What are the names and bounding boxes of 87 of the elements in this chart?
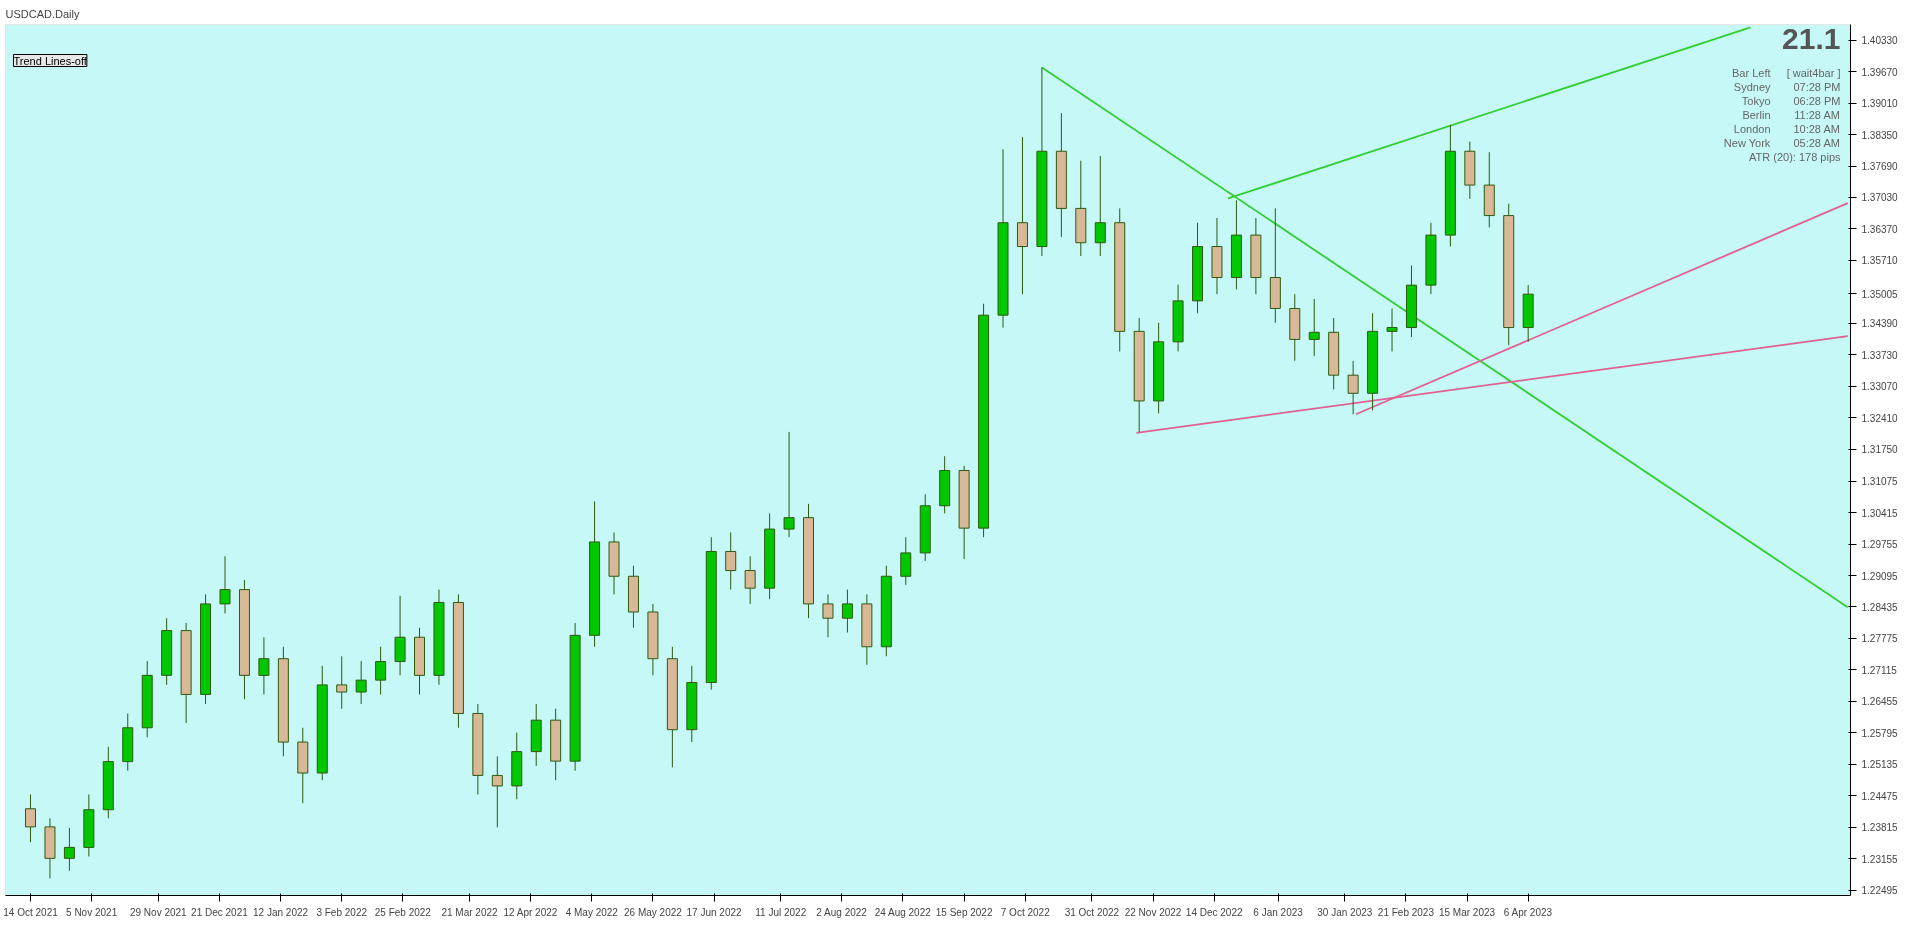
annotation: 06:28 PM [1793, 94, 1841, 107]
candlestick [63, 827, 75, 872]
y-tick-label: 1.29095 [1861, 570, 1899, 582]
y-tick-label: 1.34390 [1861, 318, 1899, 330]
x-tick-label: 6 Jan 2023 [1253, 906, 1304, 918]
candlestick [783, 431, 795, 538]
candlestick [1016, 136, 1028, 295]
x-tick-label: 2 Aug 2022 [816, 906, 868, 918]
y-tick-label: 1.23815 [1861, 822, 1899, 834]
candlestick [841, 589, 853, 633]
candlestick [900, 536, 912, 586]
y-tick-label: 1.33070 [1861, 381, 1899, 393]
x-tick-label: 26 May 2022 [624, 906, 683, 918]
x-tick-label: 3 Feb 2022 [316, 906, 368, 918]
annotation: Tokyo [1741, 94, 1771, 107]
y-tick-label: 1.23155 [1861, 853, 1899, 865]
x-tick-label: 25 Feb 2022 [374, 906, 432, 918]
y-tick-label: 1.31750 [1861, 444, 1899, 456]
candlestick [1094, 155, 1106, 257]
y-tick-label: 1.35005 [1861, 288, 1899, 300]
y-tick-label: 1.27115 [1861, 664, 1898, 676]
x-tick-label: 5 Nov 2021 [66, 906, 118, 918]
annotation: [ wait4bar ] [1786, 66, 1841, 79]
y-tick-label: 1.38350 [1861, 129, 1899, 141]
candlestick [375, 646, 387, 695]
annotation: 07:28 PM [1793, 80, 1841, 93]
x-tick-label: 31 Oct 2022 [1064, 906, 1120, 918]
x-tick-label: 6 Apr 2023 [1503, 906, 1553, 918]
y-tick-label: 1.27775 [1861, 633, 1899, 645]
y-tick-label: 1.39670 [1861, 66, 1899, 78]
x-tick-label: 21 Dec 2021 [191, 906, 249, 918]
annotation: 10:28 AM [1793, 122, 1840, 135]
x-tick-label: 14 Oct 2021 [3, 906, 59, 918]
y-tick-label: 1.33730 [1861, 349, 1899, 361]
chart-title: USDCAD.Daily [5, 7, 80, 20]
annotation: 11:28 AM [1794, 108, 1840, 121]
y-tick-label: 1.29755 [1861, 539, 1899, 551]
y-tick-label: 1.30415 [1861, 507, 1899, 519]
y-tick-label: 1.35710 [1861, 255, 1899, 267]
y-tick-label: 1.39010 [1861, 98, 1899, 110]
candlestick [258, 636, 270, 695]
y-tick-label: 1.31075 [1861, 476, 1899, 488]
candlestick [744, 555, 756, 605]
y-tick-label: 1.24475 [1861, 790, 1899, 802]
candlestick [725, 531, 737, 591]
candlestick [219, 555, 231, 614]
x-tick-label: 12 Jan 2022 [253, 906, 309, 918]
annotation: 05:28 AM [1793, 136, 1840, 149]
annotation: 21.1 [1782, 21, 1841, 55]
y-tick-label: 1.32410 [1861, 412, 1899, 424]
x-tick-label: 14 Dec 2022 [1185, 906, 1243, 918]
candlestick [1347, 360, 1359, 415]
x-tick-label: 30 Jan 2023 [1317, 906, 1373, 918]
x-tick-label: 21 Mar 2022 [441, 906, 499, 918]
annotation: New York [1723, 136, 1771, 149]
y-tick-label: 1.37690 [1861, 161, 1899, 173]
candlestick [822, 593, 834, 638]
candlestick [1386, 307, 1398, 352]
candlestick [336, 655, 348, 710]
y-tick-label: 1.28435 [1861, 601, 1899, 613]
y-tick-label: 1.25135 [1861, 759, 1899, 771]
candlestick [25, 793, 37, 843]
candlestick [491, 755, 503, 828]
annotation: London [1733, 122, 1771, 135]
y-tick-label: 1.40330 [1861, 35, 1899, 47]
x-tick-label: 4 May 2022 [565, 906, 619, 918]
annotation: ATR (20): 178 pips [1749, 150, 1841, 163]
x-tick-label: 21 Feb 2023 [1377, 906, 1435, 918]
y-tick-label: 1.25795 [1861, 727, 1899, 739]
x-tick-label: 12 Apr 2022 [503, 906, 558, 918]
y-tick-label: 1.26455 [1861, 696, 1899, 708]
annotation: Berlin [1742, 108, 1771, 121]
annotation: Sydney [1733, 80, 1771, 93]
y-tick-label: 1.36370 [1861, 223, 1899, 235]
y-tick-label: 1.22495 [1861, 885, 1899, 897]
x-tick-label: 29 Nov 2021 [129, 906, 188, 918]
x-tick-label: 7 Oct 2022 [1000, 906, 1051, 918]
x-tick-label: 17 Jun 2022 [686, 906, 743, 918]
candlestick [355, 660, 367, 705]
x-tick-label: 15 Mar 2023 [1438, 906, 1496, 918]
annotation: Bar Left [1731, 66, 1771, 79]
y-tick-label: 1.37030 [1861, 192, 1899, 204]
x-tick-label: 15 Sep 2022 [935, 906, 993, 918]
x-tick-label: 11 Jul 2022 [755, 906, 807, 918]
candlestick [1308, 298, 1320, 357]
x-tick-label: 22 Nov 2022 [1124, 906, 1182, 918]
x-tick-label: 24 Aug 2022 [874, 906, 932, 918]
